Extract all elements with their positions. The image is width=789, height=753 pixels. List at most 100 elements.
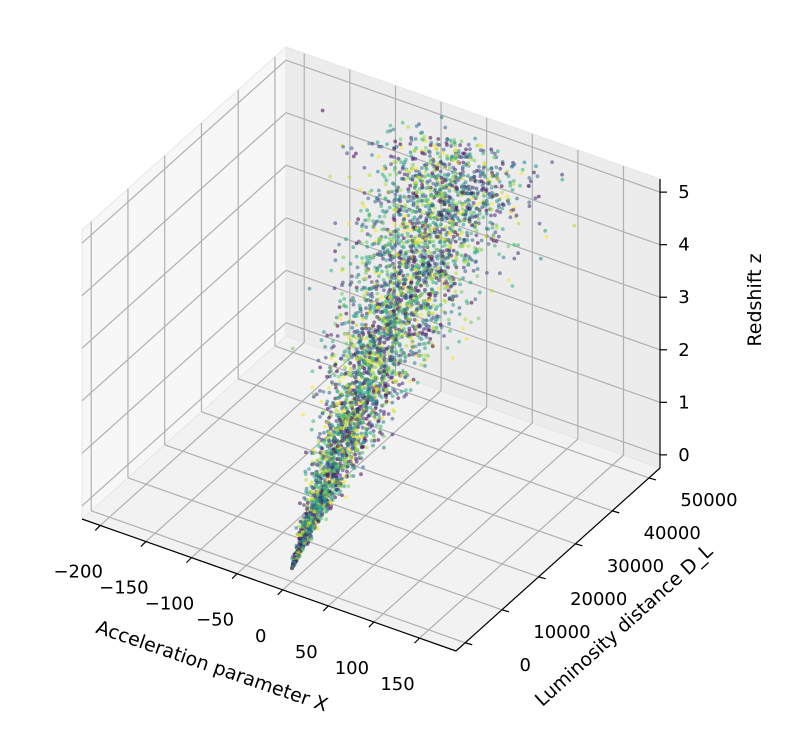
data-point [473,225,477,229]
gridline-x-floor [327,422,533,607]
data-point [337,452,341,457]
data-point [427,328,432,333]
data-point [367,274,372,279]
data-point [434,147,439,152]
data-point [364,298,369,303]
data-point [456,149,461,153]
data-point [351,333,355,338]
data-point [494,165,499,170]
data-point [387,334,392,339]
data-point [466,263,470,268]
data-point [361,396,366,401]
data-point [371,388,376,393]
data-point [440,227,445,232]
data-point [391,313,396,317]
data-point [443,311,448,315]
data-point [425,302,430,307]
data-point [423,261,427,266]
data-point [481,148,486,153]
data-point [362,165,367,170]
data-point [324,402,329,407]
data-point [483,234,488,239]
data-point [353,457,358,461]
data-point [401,291,406,296]
data-point [426,311,431,315]
data-point [400,166,405,171]
data-point [338,313,343,317]
data-point [409,234,413,239]
data-point [413,285,418,290]
data-point [354,285,359,290]
data-point [474,228,479,233]
data-point [422,357,426,362]
data-point [348,474,353,478]
data-point [370,360,375,365]
data-point [399,145,404,150]
data-point [395,392,400,396]
data-point [339,372,344,377]
data-point [454,152,458,157]
data-point [428,154,432,158]
data-point [365,232,370,237]
data-point [403,354,408,359]
data-point [357,413,361,417]
data-point [312,493,316,498]
data-point [426,298,431,303]
data-point [312,461,317,466]
data-point [411,377,416,382]
data-point [372,320,377,325]
data-point [442,261,446,266]
data-point [380,284,384,288]
data-point [355,310,360,315]
data-point [469,300,474,305]
data-point [340,426,344,431]
data-point [374,401,379,406]
data-point [415,380,420,385]
data-point [572,223,577,228]
data-point [318,432,322,436]
data-point [366,391,370,395]
data-point [512,256,517,261]
data-point [452,214,457,218]
data-point [422,271,427,276]
y-tick-label: 30000 [607,556,664,577]
data-point [349,462,354,467]
data-point [487,180,492,185]
data-point [399,373,404,378]
data-point [360,201,365,206]
data-point [386,350,391,355]
data-point [454,271,458,275]
data-point [419,231,424,235]
data-point [345,151,349,156]
data-point [415,332,420,337]
data-point [434,325,439,330]
data-point [475,274,480,278]
data-point [327,480,332,484]
data-point [483,174,487,179]
data-point [304,450,308,455]
data-point [375,140,380,145]
data-point [349,366,353,371]
data-point [399,359,403,364]
x-axis-label: Acceleration parameter X [93,616,330,716]
data-point [365,398,369,402]
data-point [352,366,356,370]
data-point [425,283,430,288]
data-point [433,264,438,269]
data-point [448,279,453,284]
data-point [371,433,376,438]
data-point [398,268,403,273]
data-point [342,304,347,308]
data-point [448,329,452,333]
data-point [445,285,450,289]
data-point [381,167,386,171]
data-point [420,203,425,207]
data-point [468,207,473,211]
data-point [404,344,409,348]
data-point [395,340,400,345]
data-point [498,210,503,215]
data-point [456,178,461,182]
data-point [360,322,364,327]
data-point [322,430,326,435]
data-point [457,312,462,316]
